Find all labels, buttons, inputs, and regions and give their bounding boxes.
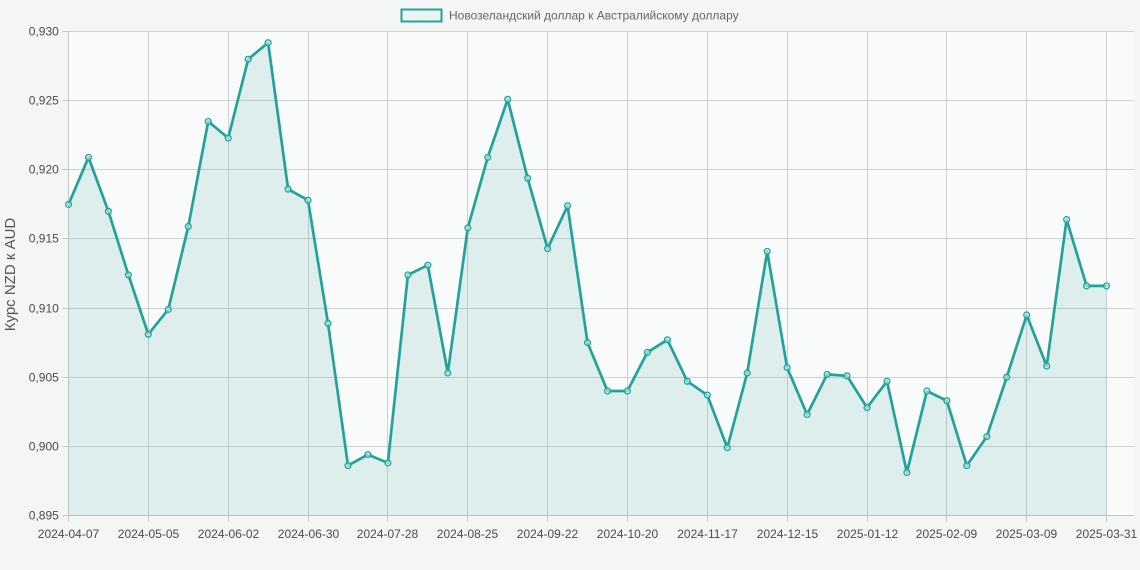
svg-text:2025-03-31: 2025-03-31	[1076, 527, 1138, 541]
svg-text:0,905: 0,905	[29, 370, 59, 384]
svg-text:2024-12-15: 2024-12-15	[757, 527, 819, 541]
svg-text:0,900: 0,900	[29, 439, 59, 453]
svg-text:2024-04-07: 2024-04-07	[38, 527, 100, 541]
svg-text:2024-07-28: 2024-07-28	[357, 527, 419, 541]
svg-text:2024-10-20: 2024-10-20	[597, 527, 659, 541]
svg-text:0,910: 0,910	[29, 301, 59, 315]
svg-text:0,895: 0,895	[29, 508, 59, 522]
svg-text:2025-03-09: 2025-03-09	[996, 527, 1058, 541]
svg-text:0,925: 0,925	[29, 93, 59, 107]
svg-text:0,930: 0,930	[29, 24, 59, 38]
svg-text:2025-01-12: 2025-01-12	[837, 527, 899, 541]
svg-text:2024-06-30: 2024-06-30	[278, 527, 340, 541]
svg-text:0,920: 0,920	[29, 162, 59, 176]
svg-text:0,915: 0,915	[29, 231, 59, 245]
svg-text:2024-08-25: 2024-08-25	[437, 527, 499, 541]
svg-text:Курс NZD к AUD: Курс NZD к AUD	[2, 218, 19, 332]
svg-text:2025-02-09: 2025-02-09	[916, 527, 978, 541]
svg-text:2024-05-05: 2024-05-05	[118, 527, 180, 541]
svg-text:2024-11-17: 2024-11-17	[677, 527, 738, 541]
svg-text:2024-06-02: 2024-06-02	[198, 527, 260, 541]
svg-text:Новозеландский доллар к Австра: Новозеландский доллар к Австралийскому д…	[449, 8, 739, 22]
svg-text:2024-09-22: 2024-09-22	[517, 527, 579, 541]
